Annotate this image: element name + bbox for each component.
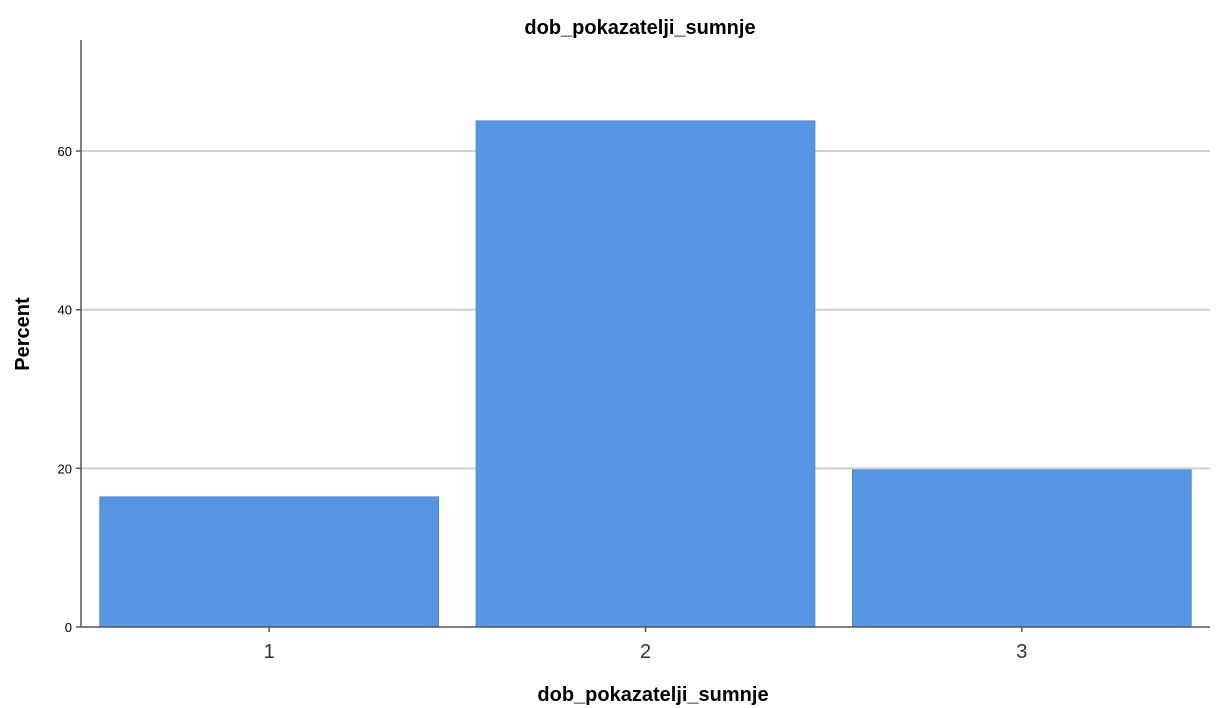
- y-tick-label: 40: [58, 303, 72, 318]
- x-tick-label: 2: [640, 641, 651, 663]
- x-tick-label: 3: [1016, 641, 1027, 663]
- x-tick-label: 1: [264, 641, 275, 663]
- bar-1: [99, 496, 440, 628]
- y-tick-label: 20: [58, 461, 72, 476]
- y-axis-label: Percent: [12, 297, 34, 371]
- x-tick-labels: 1 2 3: [264, 627, 1027, 663]
- y-tick-label: 0: [65, 620, 72, 635]
- y-tick-label: 60: [58, 144, 72, 159]
- chart-title: dob_pokazatelji_sumnje: [524, 17, 755, 39]
- x-axis-label: dob_pokazatelji_sumnje: [537, 684, 768, 706]
- bar-2: [475, 120, 816, 628]
- bars: [99, 120, 1192, 628]
- y-tick-labels: 0 20 40 60: [58, 144, 81, 635]
- bar-3: [851, 469, 1192, 628]
